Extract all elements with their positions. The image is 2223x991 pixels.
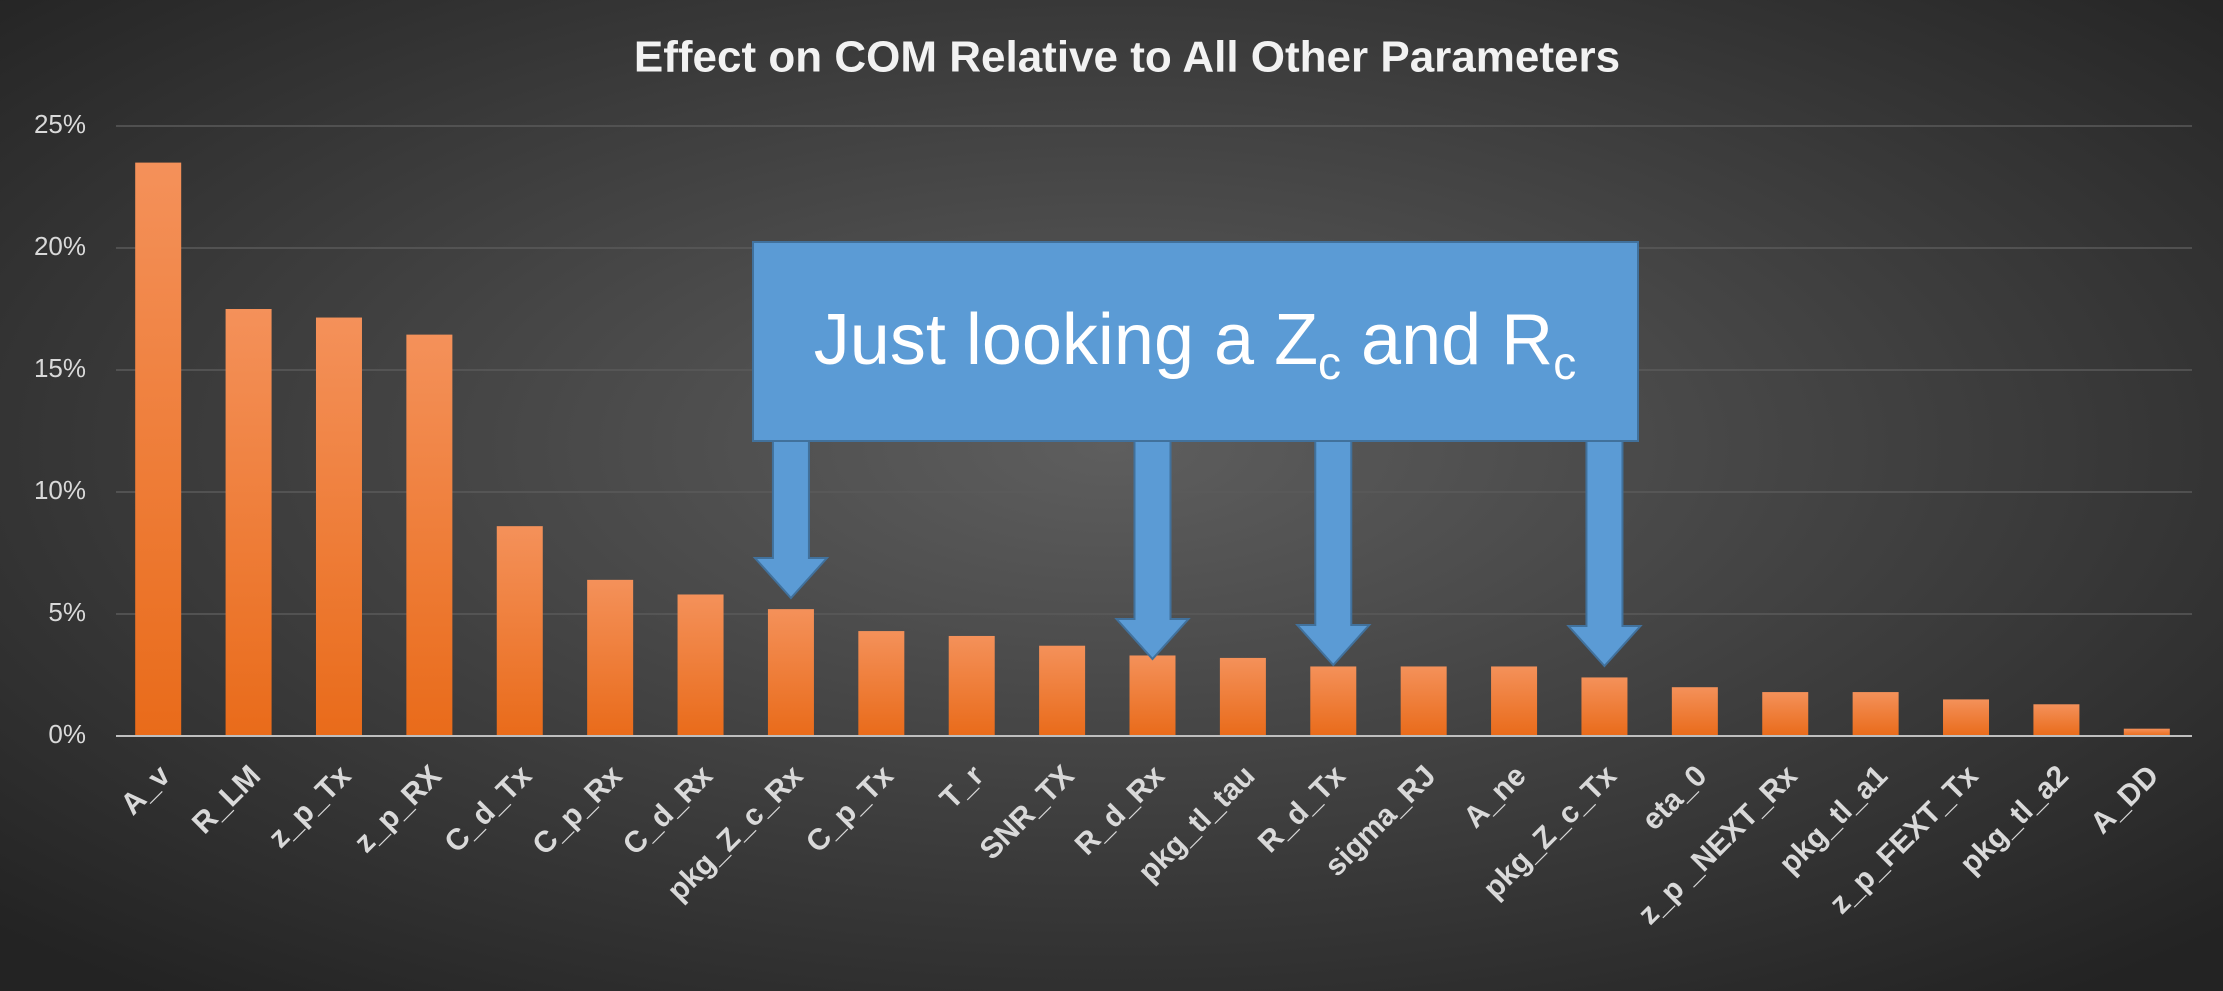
y-tick-label: 20% [34,231,86,261]
bar [1129,655,1176,736]
bar [858,631,905,736]
annotation-arrow [1114,440,1191,661]
y-tick-label: 10% [34,475,86,505]
bar [2033,704,2080,736]
bar [496,526,543,736]
annotation-subscript: c [1553,337,1576,389]
y-tick-label: 15% [34,353,86,383]
y-tick-label: 0% [48,719,86,749]
bar [1671,687,1718,736]
bar [1943,699,1990,736]
annotation-arrow [1566,440,1643,668]
bar [948,635,995,736]
bar [1310,666,1357,736]
annotation-part: Just looking a Z [814,300,1318,380]
bar [677,594,724,736]
annotation-subscript: c [1318,337,1341,389]
bar [1039,645,1086,736]
bar [1762,692,1809,736]
bar [587,579,634,736]
annotation-arrow [752,440,830,600]
bar [1491,666,1538,736]
annotation-box [752,241,1639,442]
annotation-arrow [1295,440,1372,667]
bar [135,162,182,737]
y-tick-label: 25% [34,109,86,139]
bar [1400,666,1447,736]
annotation-part: and R [1341,300,1553,380]
bar [315,317,362,736]
bar [2123,728,2170,736]
bar [1581,677,1628,736]
chart-title: Effect on COM Relative to All Other Para… [634,33,1620,82]
annotation-text: Just looking a Zc and Rc [814,300,1576,389]
bar [1852,692,1899,736]
bar [767,609,814,736]
bar [406,334,453,736]
bar [1219,657,1266,736]
y-tick-label: 5% [48,597,86,627]
bar [225,309,272,736]
